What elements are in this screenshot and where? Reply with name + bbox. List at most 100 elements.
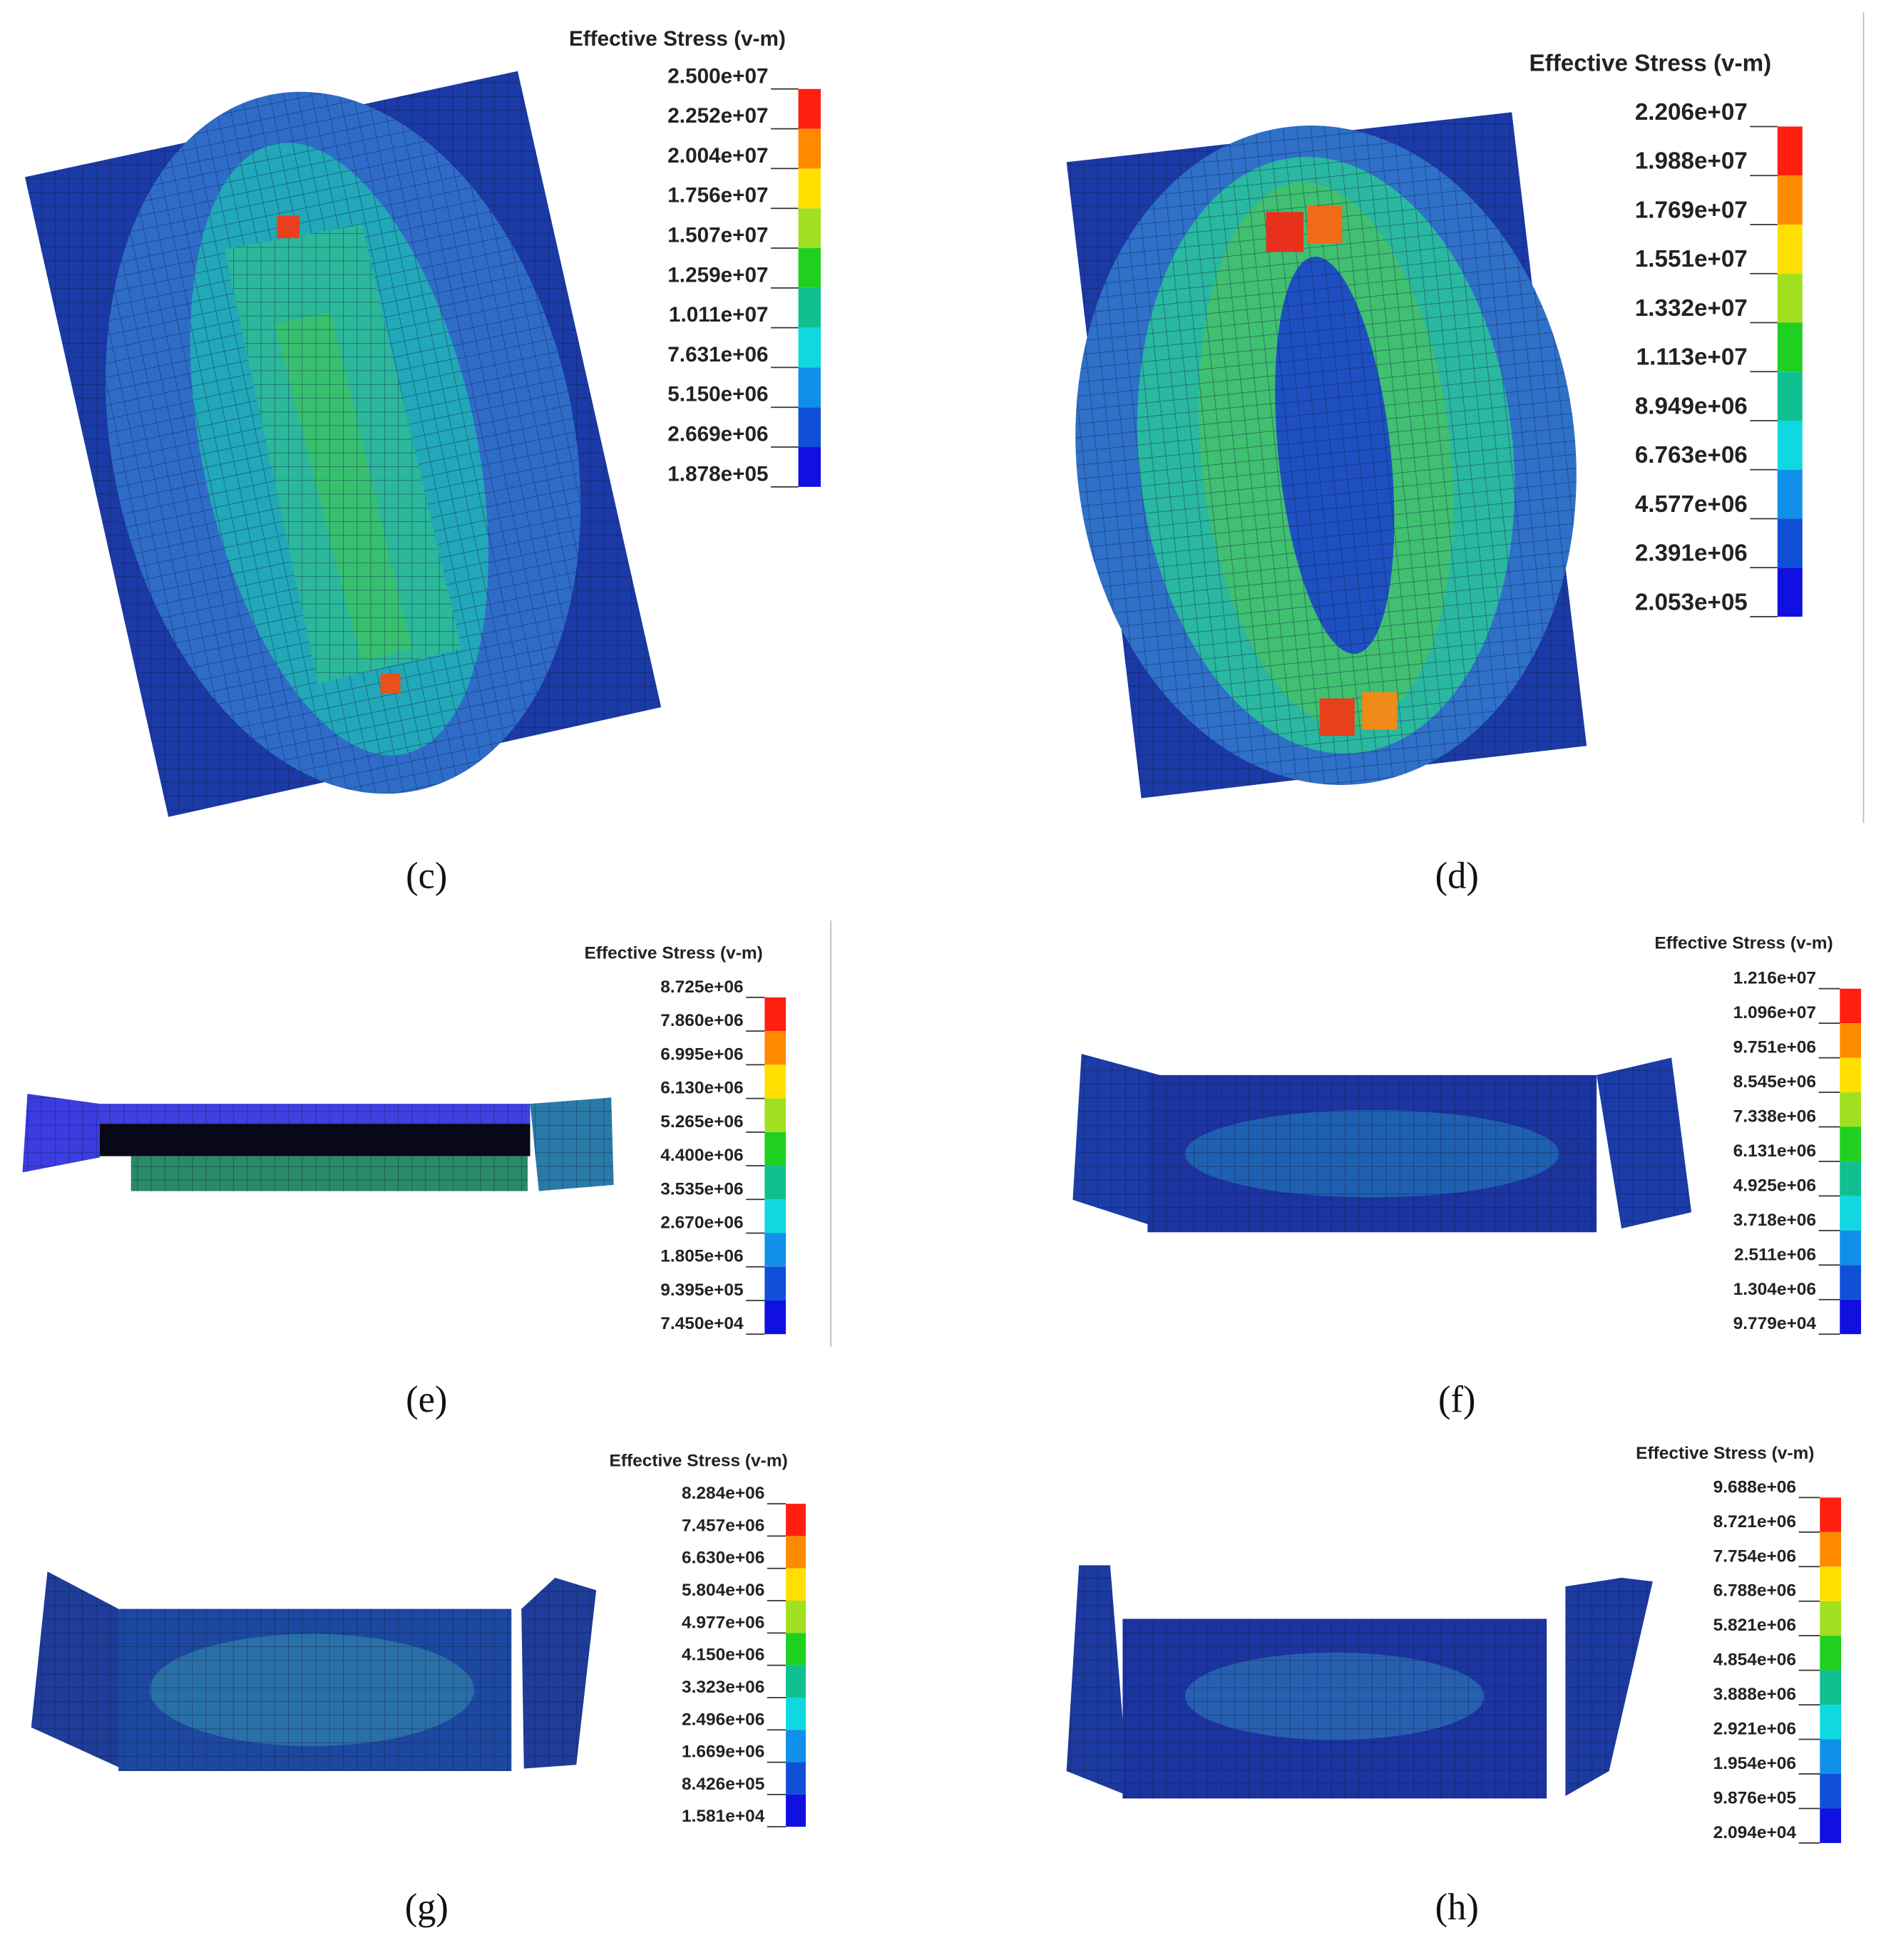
mesh-grid (130, 1156, 528, 1191)
mesh-grid (530, 1097, 614, 1191)
legend-label: 1.507e+07 (667, 224, 768, 247)
legend-label: 2.206e+07 (1635, 99, 1748, 125)
legend-label: 1.954e+06 (1713, 1754, 1796, 1773)
legend-title: Effective Stress (v-m) (1654, 934, 1833, 953)
legend-swatch (1777, 322, 1803, 372)
legend-label: 7.450e+04 (660, 1314, 744, 1333)
legend-label: 3.888e+06 (1713, 1685, 1796, 1704)
legend-label: 2.252e+07 (667, 104, 768, 128)
legend-label: 2.094e+04 (1713, 1823, 1797, 1842)
legend-swatch (1820, 1739, 1841, 1775)
legend-swatch (786, 1633, 806, 1666)
legend-swatch (1820, 1808, 1841, 1843)
legend-swatch (1840, 1023, 1861, 1058)
legend-swatch (1820, 1566, 1841, 1601)
legend-label: 3.535e+06 (660, 1179, 743, 1199)
legend-swatch (764, 1266, 786, 1300)
legend-label: 4.150e+06 (682, 1646, 764, 1665)
legend-title: Effective Stress (v-m) (1529, 51, 1771, 77)
legend-label: 1.805e+06 (660, 1247, 743, 1266)
legend-swatch (1840, 1057, 1861, 1093)
legend-swatch (1777, 469, 1803, 519)
legend-swatch (1777, 175, 1803, 225)
mesh-grid (1275, 257, 1395, 654)
legend-title: Effective Stress (v-m) (585, 944, 763, 963)
legend-swatch (1840, 1127, 1861, 1161)
legend-swatch (1777, 371, 1803, 421)
legend-swatch (786, 1665, 806, 1698)
legend-label: 1.011e+07 (669, 303, 769, 327)
legend-label: 1.332e+07 (1635, 295, 1748, 322)
legend-label: 1.304e+06 (1733, 1280, 1816, 1299)
legend-title: Effective Stress (v-m) (569, 27, 786, 51)
legend-label: 6.763e+06 (1635, 442, 1748, 468)
legend-label: 2.511e+06 (1734, 1245, 1816, 1264)
legend-label: 8.284e+06 (682, 1484, 764, 1503)
legend-label: 5.150e+06 (667, 383, 768, 406)
legend-swatch (798, 128, 821, 169)
legend-swatch (798, 168, 821, 209)
mesh-grid (1066, 1565, 1129, 1796)
legend-swatch (798, 447, 821, 487)
legend-label: 9.779e+04 (1733, 1314, 1817, 1333)
mesh-grid (1184, 1109, 1559, 1198)
panel-caption: (h) (1435, 1887, 1479, 1928)
legend-label: 9.876e+05 (1713, 1788, 1796, 1807)
legend-swatch (764, 997, 786, 1032)
legend-swatch (1777, 420, 1803, 470)
legend-label: 1.551e+07 (1635, 246, 1748, 272)
legend-swatch (1777, 126, 1803, 176)
legend-label: 1.988e+07 (1635, 148, 1748, 175)
legend-label: 3.323e+06 (682, 1678, 764, 1697)
legend-label: 7.631e+06 (667, 343, 768, 366)
legend-swatch (1840, 1299, 1861, 1335)
legend-label: 7.860e+06 (660, 1011, 743, 1030)
panel-caption: (f) (1438, 1379, 1475, 1420)
legend-swatch (1777, 518, 1803, 568)
legend-label: 6.130e+06 (660, 1079, 743, 1098)
legend-swatch (1840, 1196, 1861, 1231)
legend-swatch (1840, 1092, 1861, 1127)
legend-label: 9.395e+05 (660, 1281, 743, 1300)
legend-swatch (764, 1199, 786, 1233)
legend-swatch (1820, 1670, 1841, 1705)
legend-swatch (764, 1233, 786, 1267)
legend-label: 8.426e+05 (682, 1775, 764, 1794)
legend-swatch (764, 1064, 786, 1099)
legend-label: 5.804e+06 (682, 1581, 764, 1600)
legend-swatch (798, 88, 821, 129)
legend-label: 6.788e+06 (1713, 1581, 1796, 1601)
legend-label: 2.496e+06 (682, 1710, 764, 1729)
mesh-region (1307, 205, 1343, 244)
mesh-grid (99, 1104, 531, 1124)
mesh-region (380, 673, 401, 694)
legend-swatch (1777, 568, 1803, 617)
mesh-region (99, 1124, 531, 1156)
legend-label: 1.878e+05 (667, 462, 768, 486)
legend-label: 2.053e+05 (1635, 589, 1748, 615)
legend-label: 4.854e+06 (1713, 1651, 1796, 1670)
mesh-region (1319, 698, 1355, 737)
legend-swatch (1820, 1636, 1841, 1671)
legend-swatch (798, 287, 821, 328)
legend-swatch (798, 248, 821, 288)
legend-label: 1.259e+07 (667, 263, 768, 287)
legend-label: 3.718e+06 (1733, 1211, 1816, 1230)
legend-label: 7.754e+06 (1713, 1546, 1796, 1566)
mesh-grid (31, 1571, 128, 1771)
legend-swatch (786, 1794, 806, 1827)
legend-title: Effective Stress (v-m) (1636, 1444, 1814, 1463)
legend-swatch (798, 367, 821, 408)
legend-swatch (1777, 273, 1803, 323)
mesh-region (1266, 212, 1304, 252)
legend-label: 1.669e+06 (682, 1743, 764, 1762)
legend-swatch (1820, 1705, 1841, 1740)
legend-label: 5.265e+06 (660, 1112, 743, 1132)
mesh-grid (149, 1633, 474, 1746)
legend-swatch (764, 1031, 786, 1065)
legend-label: 2.921e+06 (1713, 1720, 1796, 1739)
legend-swatch (798, 327, 821, 368)
legend-swatch (1777, 224, 1803, 274)
legend-label: 1.756e+07 (667, 184, 768, 207)
